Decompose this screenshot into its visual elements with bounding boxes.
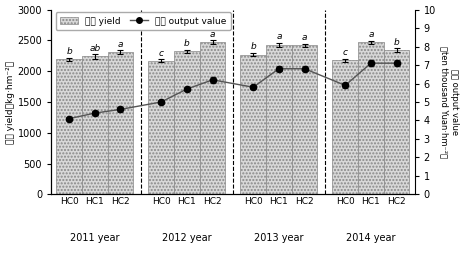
Text: a: a [302, 33, 307, 42]
Bar [292, 45, 318, 194]
Text: b: b [184, 39, 190, 48]
Bar [332, 60, 358, 194]
Bar [358, 42, 384, 194]
Bar [199, 42, 226, 194]
Text: a: a [210, 30, 215, 39]
Legend: 产量 yield, 产値 output value: 产量 yield, 产値 output value [56, 12, 231, 30]
Text: c: c [159, 49, 164, 58]
Bar [266, 45, 292, 194]
Bar [240, 54, 266, 194]
Text: ab: ab [89, 44, 100, 53]
Y-axis label: 产値 output value
（ten thousand Yuan·hm⁻²）: 产値 output value （ten thousand Yuan·hm⁻²） [440, 46, 459, 158]
Y-axis label: 产量 yield（kg·hm⁻²）: 产量 yield（kg·hm⁻²） [6, 61, 14, 144]
Bar [56, 59, 82, 194]
Text: 2012 year: 2012 year [162, 233, 212, 243]
Text: b: b [394, 38, 399, 47]
Bar [82, 56, 107, 194]
Bar [148, 61, 174, 194]
Bar [174, 51, 199, 194]
Text: 2011 year: 2011 year [70, 233, 120, 243]
Text: 2013 year: 2013 year [254, 233, 304, 243]
Bar [384, 50, 410, 194]
Text: a: a [118, 40, 123, 49]
Bar [107, 52, 133, 194]
Text: a: a [276, 32, 282, 41]
Text: b: b [250, 42, 256, 51]
Text: 2014 year: 2014 year [346, 233, 396, 243]
Text: a: a [368, 30, 374, 39]
Text: b: b [66, 47, 72, 56]
Text: c: c [343, 48, 348, 57]
